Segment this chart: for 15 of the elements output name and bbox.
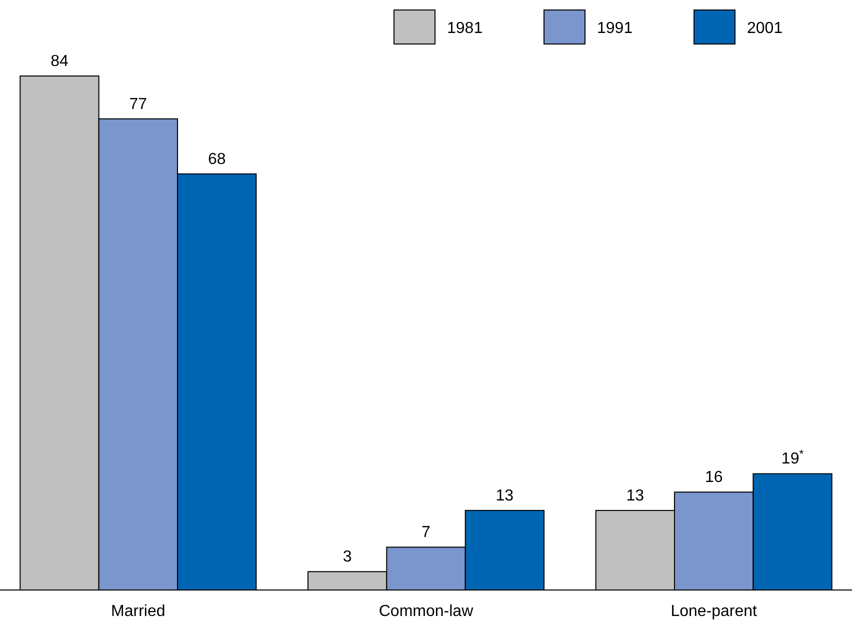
data-label: 16	[704, 469, 723, 486]
legend-label: 1981	[447, 20, 483, 37]
data-label: 13	[496, 487, 514, 504]
data-label: 7	[422, 524, 431, 542]
legend-label: 2001	[747, 20, 783, 37]
data-label: 13	[626, 487, 644, 504]
data-label: 3	[342, 548, 352, 566]
x-tick-label: Common-law	[378, 603, 474, 620]
data-label: 84	[50, 53, 68, 70]
data-label: 19$^{*}$	[781, 448, 804, 468]
x-tick-label: Married	[111, 603, 166, 620]
x-tick-label: Lone-parent	[670, 603, 758, 620]
legend-label: 1991	[597, 20, 633, 37]
data-label: 68	[208, 150, 226, 168]
data-label: 77	[129, 96, 148, 113]
